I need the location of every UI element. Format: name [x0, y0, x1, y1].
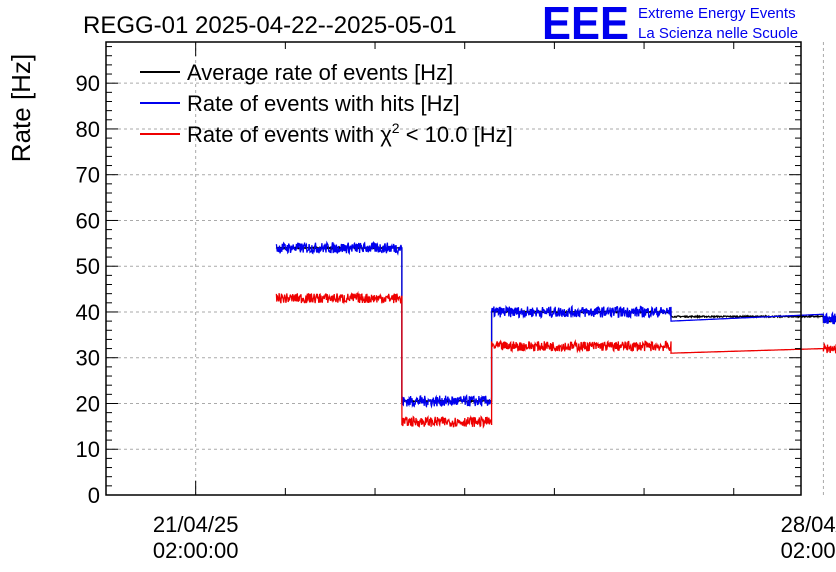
- y-tick-label-50: 50: [76, 254, 100, 279]
- y-axis-label: Rate [Hz]: [6, 54, 36, 162]
- y-tick-label-40: 40: [76, 300, 100, 325]
- series-line-hits: [275, 240, 836, 409]
- y-tick-label-10: 10: [76, 437, 100, 462]
- legend-label-chi2: Rate of events with χ2 < 10.0 [Hz]: [187, 120, 513, 147]
- y-tick-label-20: 20: [76, 391, 100, 416]
- legend-chi2-prefix: Rate of events with: [187, 122, 380, 147]
- x-tick-date-0: 21/04/25: [153, 512, 239, 537]
- y-tick-labels: 0 10 20 30 40 50 60 70 80 90: [76, 71, 100, 508]
- series-line-average: [275, 245, 836, 404]
- series-group: [275, 240, 836, 429]
- chart-title: REGG-01 2025-04-22--2025-05-01: [83, 12, 457, 39]
- logo-line-1: Extreme Energy Events: [638, 5, 796, 22]
- legend-chi2-symbol: χ: [380, 122, 392, 147]
- plot-frame: [105, 41, 802, 496]
- logo-mark: EEE: [542, 0, 629, 49]
- legend-label-average: Average rate of events [Hz]: [187, 60, 453, 85]
- axis-ticks: [106, 42, 801, 496]
- y-tick-label-60: 60: [76, 208, 100, 233]
- y-tick-label-30: 30: [76, 346, 100, 371]
- series-line-chi2: [275, 290, 836, 429]
- legend-chi2-suffix: < 10.0 [Hz]: [400, 122, 513, 147]
- x-tick-time-0: 02:00:00: [153, 538, 239, 563]
- grid-lines: [106, 42, 824, 495]
- x-tick-date-1: 28/04/25: [781, 512, 836, 537]
- legend-label-hits: Rate of events with hits [Hz]: [187, 91, 460, 116]
- y-tick-label-90: 90: [76, 71, 100, 96]
- eee-logo: EEE Extreme Energy Events La Scienza nel…: [542, 0, 798, 49]
- x-tick-time-1: 02:00:00: [781, 538, 836, 563]
- y-tick-label-0: 0: [88, 483, 100, 508]
- y-tick-label-70: 70: [76, 163, 100, 188]
- logo-line-2: La Scienza nelle Scuole: [638, 25, 798, 42]
- legend: Average rate of events [Hz] Rate of even…: [140, 60, 513, 147]
- legend-chi2-sup: 2: [392, 120, 400, 136]
- y-tick-label-80: 80: [76, 117, 100, 142]
